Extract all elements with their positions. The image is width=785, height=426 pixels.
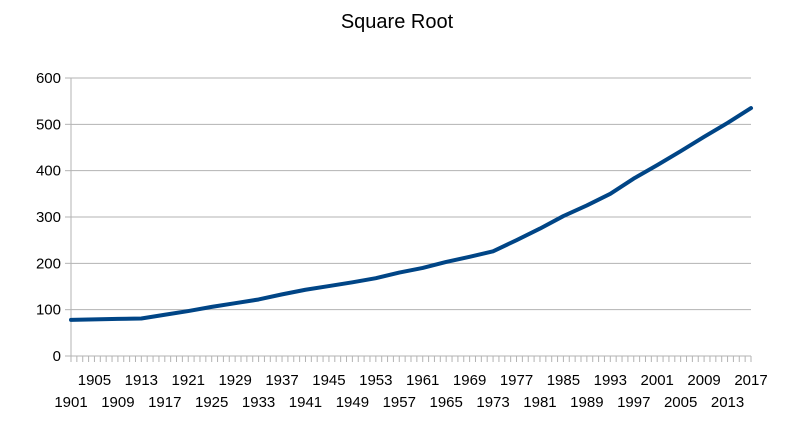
y-tick-label: 500	[36, 116, 61, 133]
x-tick-label: 1901	[54, 394, 87, 411]
x-tick-label: 1937	[265, 372, 298, 389]
y-tick-label: 600	[36, 70, 61, 87]
x-tick-label: 1949	[336, 394, 369, 411]
x-tick-label: 1997	[617, 394, 650, 411]
x-tick-label: 1941	[289, 394, 322, 411]
x-tick-label: 1953	[359, 372, 392, 389]
x-tick-label: 2009	[687, 372, 720, 389]
x-tick-label: 1921	[172, 372, 205, 389]
x-tick-label: 1993	[594, 372, 627, 389]
x-tick-label: 2001	[641, 372, 674, 389]
series-group	[69, 106, 753, 322]
x-tick-label: 1957	[383, 394, 416, 411]
x-tick-label: 2005	[664, 394, 697, 411]
y-tick-label: 300	[36, 209, 61, 226]
y-tick-label: 0	[53, 348, 61, 365]
x-tick-label: 1925	[195, 394, 228, 411]
x-tick-label: 1913	[125, 372, 158, 389]
x-tick-label: 2017	[734, 372, 767, 389]
x-tick-label: 1929	[218, 372, 251, 389]
x-tick-label: 1989	[570, 394, 603, 411]
x-tick-label: 1985	[547, 372, 580, 389]
x-tick-label: 1981	[523, 394, 556, 411]
x-tick-label: 1905	[78, 372, 111, 389]
y-axis-ticks: 0 100 200 300 400 500 600	[36, 70, 71, 365]
x-tick-label: 1961	[406, 372, 439, 389]
x-tick-label: 1945	[312, 372, 345, 389]
series-line	[69, 106, 753, 322]
y-tick-label: 200	[36, 255, 61, 272]
chart-title: Square Root	[341, 11, 454, 33]
x-tick-label: 1917	[148, 394, 181, 411]
x-tick-label: 2013	[711, 394, 744, 411]
y-tick-label: 100	[36, 302, 61, 319]
x-tick-label: 1973	[476, 394, 509, 411]
x-axis-ticks: 1905 1913 1921 1929 1937 1945 1953 1961 1969 1977…	[54, 356, 768, 411]
x-tick-label: 1965	[429, 394, 462, 411]
x-tick-label: 1909	[101, 394, 134, 411]
x-tick-label: 1969	[453, 372, 486, 389]
y-tick-label: 400	[36, 163, 61, 180]
x-tick-label: 1977	[500, 372, 533, 389]
x-tick-label: 1933	[242, 394, 275, 411]
